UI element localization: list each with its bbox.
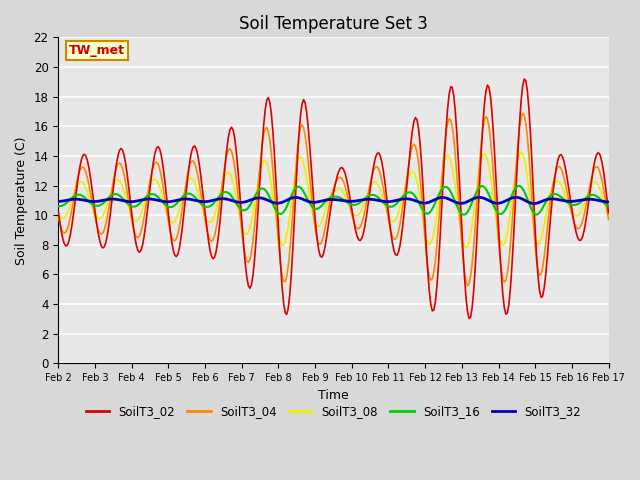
SoilT3_02	[54, 208, 62, 214]
SoilT3_04	[246, 257, 253, 263]
SoilT3_04	[218, 181, 226, 187]
Line: SoilT3_02: SoilT3_02	[58, 79, 609, 318]
SoilT3_02	[520, 76, 528, 82]
X-axis label: Time: Time	[318, 389, 349, 402]
SoilT3_16	[577, 199, 585, 205]
SoilT3_16	[218, 191, 226, 196]
SoilT3_02	[605, 210, 612, 216]
SoilT3_04	[237, 218, 244, 224]
SoilT3_04	[54, 214, 62, 220]
SoilT3_02	[218, 193, 226, 199]
SoilT3_04	[605, 217, 612, 223]
SoilT3_32	[237, 200, 244, 205]
SoilT3_32	[295, 195, 303, 201]
SoilT3_08	[218, 181, 226, 187]
SoilT3_32	[605, 199, 612, 205]
SoilT3_32	[54, 199, 62, 204]
SoilT3_02	[577, 237, 585, 243]
SoilT3_08	[246, 225, 253, 231]
Line: SoilT3_08: SoilT3_08	[58, 152, 609, 248]
Legend: SoilT3_02, SoilT3_04, SoilT3_08, SoilT3_16, SoilT3_32: SoilT3_02, SoilT3_04, SoilT3_08, SoilT3_…	[81, 400, 586, 423]
SoilT3_04	[122, 180, 129, 186]
Title: Soil Temperature Set 3: Soil Temperature Set 3	[239, 15, 428, 33]
SoilT3_08	[237, 217, 244, 223]
SoilT3_08	[605, 213, 612, 219]
SoilT3_02	[237, 203, 244, 209]
SoilT3_08	[295, 155, 303, 161]
SoilT3_02	[122, 161, 129, 167]
SoilT3_08	[517, 149, 525, 155]
SoilT3_16	[605, 203, 612, 209]
Line: SoilT3_04: SoilT3_04	[58, 113, 609, 286]
SoilT3_08	[577, 208, 585, 214]
SoilT3_08	[122, 194, 129, 200]
SoilT3_04	[464, 283, 472, 288]
SoilT3_08	[54, 211, 62, 216]
SoilT3_32	[246, 197, 253, 203]
SoilT3_32	[530, 201, 538, 206]
SoilT3_16	[54, 204, 62, 209]
SoilT3_04	[295, 132, 303, 138]
SoilT3_16	[237, 206, 244, 212]
SoilT3_16	[295, 184, 303, 190]
SoilT3_02	[295, 132, 303, 138]
SoilT3_32	[577, 197, 585, 203]
Line: SoilT3_32: SoilT3_32	[58, 197, 609, 204]
SoilT3_02	[246, 286, 253, 291]
SoilT3_02	[465, 315, 473, 321]
SoilT3_04	[577, 223, 585, 228]
Y-axis label: Soil Temperature (C): Soil Temperature (C)	[15, 136, 28, 264]
SoilT3_32	[476, 194, 484, 200]
SoilT3_08	[462, 245, 470, 251]
SoilT3_16	[246, 203, 253, 208]
SoilT3_16	[122, 199, 129, 204]
Line: SoilT3_16: SoilT3_16	[58, 186, 609, 215]
SoilT3_16	[515, 183, 522, 189]
SoilT3_04	[519, 110, 527, 116]
SoilT3_32	[218, 196, 226, 202]
SoilT3_32	[122, 198, 129, 204]
SoilT3_16	[461, 212, 468, 217]
Text: TW_met: TW_met	[69, 44, 125, 57]
